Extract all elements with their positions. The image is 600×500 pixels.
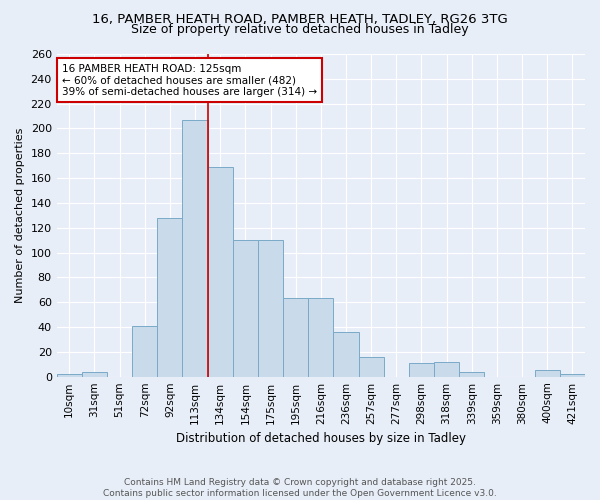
- Text: 16 PAMBER HEATH ROAD: 125sqm
← 60% of detached houses are smaller (482)
39% of s: 16 PAMBER HEATH ROAD: 125sqm ← 60% of de…: [62, 64, 317, 97]
- Bar: [56, 374, 82, 376]
- Text: 16, PAMBER HEATH ROAD, PAMBER HEATH, TADLEY, RG26 3TG: 16, PAMBER HEATH ROAD, PAMBER HEATH, TAD…: [92, 12, 508, 26]
- X-axis label: Distribution of detached houses by size in Tadley: Distribution of detached houses by size …: [176, 432, 466, 445]
- Bar: [334, 332, 359, 376]
- Bar: [535, 370, 560, 376]
- Text: Size of property relative to detached houses in Tadley: Size of property relative to detached ho…: [131, 22, 469, 36]
- Bar: [208, 167, 233, 376]
- Text: Contains HM Land Registry data © Crown copyright and database right 2025.
Contai: Contains HM Land Registry data © Crown c…: [103, 478, 497, 498]
- Bar: [182, 120, 208, 376]
- Bar: [434, 362, 459, 376]
- Y-axis label: Number of detached properties: Number of detached properties: [15, 128, 25, 303]
- Bar: [258, 240, 283, 376]
- Bar: [560, 374, 585, 376]
- Bar: [283, 298, 308, 376]
- Bar: [82, 372, 107, 376]
- Bar: [157, 218, 182, 376]
- Bar: [409, 363, 434, 376]
- Bar: [359, 357, 384, 376]
- Bar: [132, 326, 157, 376]
- Bar: [308, 298, 334, 376]
- Bar: [233, 240, 258, 376]
- Bar: [459, 372, 484, 376]
